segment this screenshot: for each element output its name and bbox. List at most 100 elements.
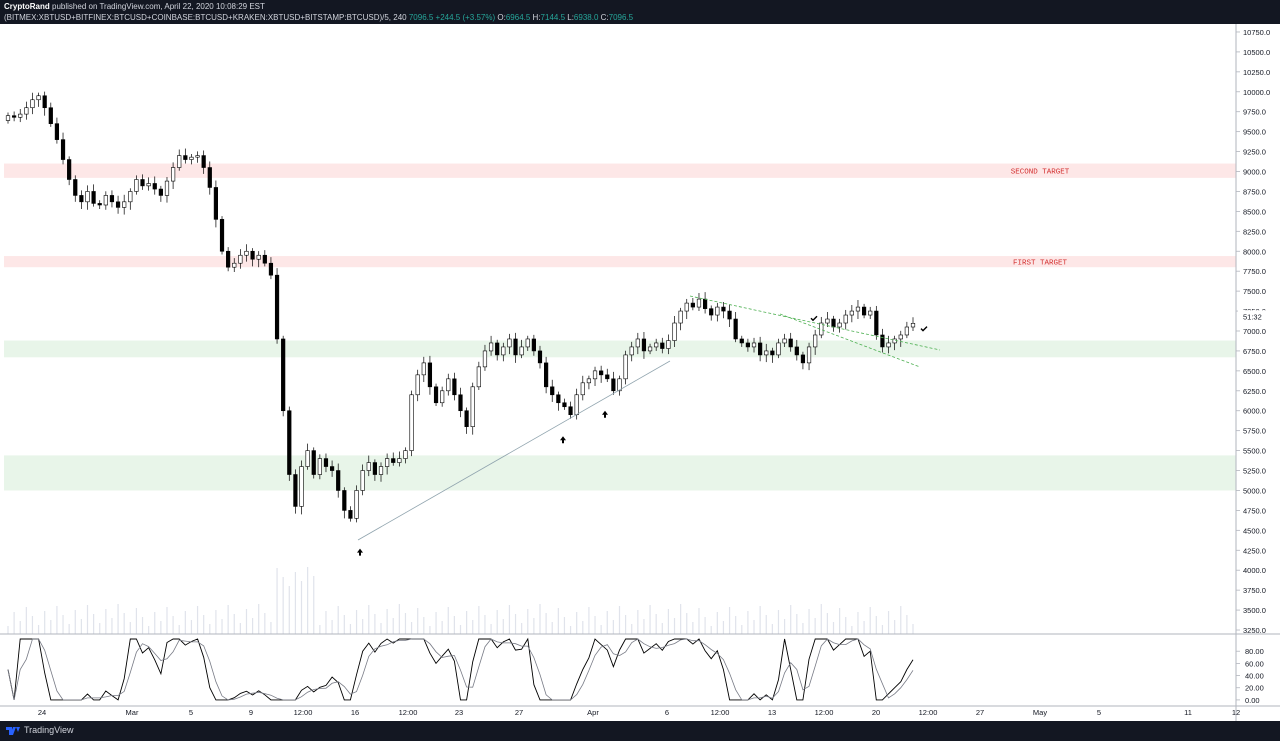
- price-tick-label: 4250.0: [1243, 546, 1266, 555]
- volume-bar: [551, 622, 553, 634]
- candle: [366, 462, 371, 471]
- candle: [427, 362, 433, 388]
- volume-bar: [912, 624, 914, 634]
- candle: [562, 402, 567, 408]
- volume-bar: [282, 577, 284, 634]
- candle: [109, 195, 115, 203]
- osc-tick-label: 80.00: [1245, 647, 1264, 656]
- volume-bar: [62, 615, 64, 634]
- candle: [782, 338, 787, 344]
- volume-bar: [184, 611, 186, 634]
- volume-bar: [521, 623, 523, 634]
- candle: [482, 350, 488, 368]
- volume-bar: [588, 607, 590, 634]
- volume-bar: [777, 610, 780, 634]
- candle: [696, 298, 702, 308]
- volume-bar: [435, 612, 437, 634]
- volume-bar: [44, 611, 46, 634]
- volume-bar: [753, 620, 755, 634]
- candle: [702, 298, 708, 309]
- volume-bar: [851, 626, 853, 634]
- price-tick-label: 8750.0: [1243, 187, 1266, 196]
- volume-bar: [508, 605, 511, 634]
- volume-bar: [190, 620, 193, 634]
- time-tick-label: May: [1033, 708, 1047, 717]
- volume-bar: [270, 622, 272, 634]
- tradingview-logo[interactable]: TradingView: [6, 725, 74, 735]
- candle: [458, 394, 463, 412]
- candle: [495, 342, 500, 356]
- volume-bar: [380, 623, 382, 634]
- price-tick-label: 7500.0: [1243, 287, 1266, 296]
- candle: [24, 107, 29, 115]
- chart-area[interactable]: SECOND TARGET FIRST TARGET 10750.0 10500.0…: [0, 24, 1280, 721]
- descending-trendline-upper: [689, 295, 941, 351]
- candle: [507, 338, 512, 348]
- candle: [513, 338, 518, 356]
- volume-bar: [539, 604, 541, 634]
- volume-bar: [423, 617, 425, 634]
- candle: [433, 386, 439, 404]
- volume-bar: [490, 624, 492, 634]
- volume-bar: [747, 611, 749, 634]
- candle: [226, 250, 231, 268]
- price-tick-label: 10500.0: [1243, 48, 1270, 57]
- volume-bar: [172, 616, 174, 634]
- volume-bar: [576, 612, 578, 634]
- volume-bar: [227, 605, 229, 634]
- candle: [837, 322, 842, 328]
- candle: [385, 458, 390, 467]
- volume-bar: [698, 608, 700, 634]
- candle: [470, 386, 475, 427]
- volume-bar: [154, 612, 156, 634]
- price-tick-label: 4500.0: [1243, 526, 1266, 535]
- candle: [537, 350, 543, 364]
- candle: [874, 310, 879, 336]
- volume-bar: [37, 625, 40, 634]
- candle: [5, 115, 11, 121]
- volume-bar: [196, 606, 199, 634]
- candle: [195, 155, 200, 158]
- volume-bar: [166, 607, 168, 634]
- volume-bar: [221, 619, 223, 634]
- candle: [158, 188, 163, 196]
- candle: [446, 378, 451, 392]
- volume-bar: [258, 604, 260, 634]
- volume-bar: [148, 626, 150, 634]
- volume-bar: [594, 616, 596, 634]
- candle: [592, 370, 598, 380]
- countdown-label: 51:32: [1243, 312, 1262, 321]
- volume-bar: [802, 623, 804, 634]
- volume-bar: [429, 626, 431, 634]
- volume-bar: [741, 625, 743, 634]
- high-label: H:: [532, 13, 541, 22]
- volume-bar: [56, 606, 58, 634]
- price-tick-label: 4000.0: [1243, 566, 1266, 575]
- volume-bar: [545, 613, 547, 634]
- volume-bar: [582, 621, 584, 634]
- zone-0: [4, 163, 1236, 178]
- candle: [403, 450, 408, 459]
- volume-bar: [447, 607, 449, 634]
- candle: [605, 374, 610, 380]
- candle: [672, 322, 677, 341]
- volume-bar: [839, 608, 841, 634]
- volume-bar: [881, 625, 884, 634]
- volume-bar: [563, 617, 566, 634]
- volume-bar: [680, 604, 682, 634]
- volume-bar: [25, 607, 27, 634]
- candle: [892, 338, 897, 344]
- volume-bar: [355, 610, 358, 634]
- price-tick-label: 5750.0: [1243, 427, 1266, 436]
- candle: [12, 115, 17, 118]
- volume-bar: [410, 622, 413, 634]
- chart-svg[interactable]: SECOND TARGET FIRST TARGET 10750.0 10500.0…: [0, 24, 1280, 721]
- volume-bar: [392, 618, 394, 634]
- volume-bar: [569, 626, 572, 634]
- author-name[interactable]: CryptoRand: [4, 2, 50, 11]
- candle: [60, 139, 66, 160]
- price-tick-label: 6500.0: [1243, 367, 1266, 376]
- volume-bar: [276, 568, 278, 634]
- price-tick-label: 6000.0: [1243, 407, 1266, 416]
- price-tick-label: 3750.0: [1243, 586, 1266, 595]
